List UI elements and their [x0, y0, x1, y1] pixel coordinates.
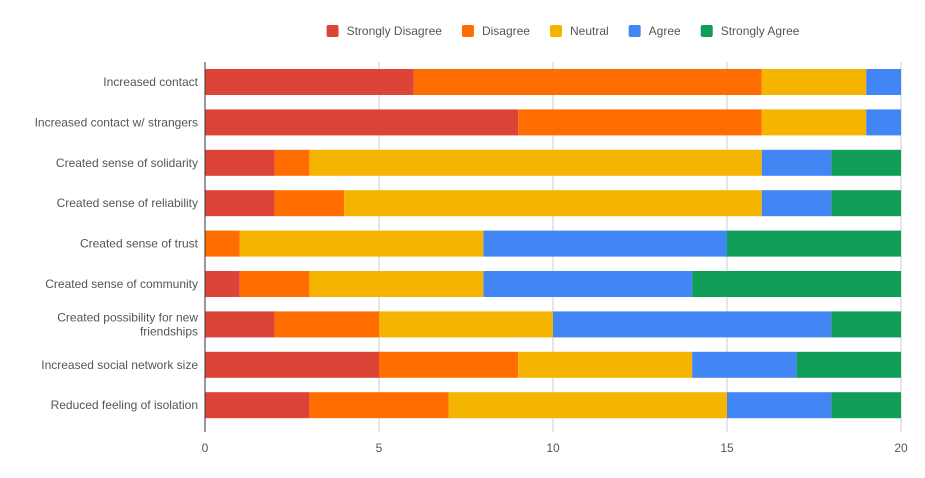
category-label: Created sense of reliability [57, 196, 198, 210]
bar-segment [483, 271, 693, 297]
bar-segment [831, 190, 901, 217]
bar-segment [796, 351, 901, 378]
bar-segment [761, 190, 832, 217]
bar-segment [205, 69, 414, 95]
bar-segment [761, 69, 867, 95]
legend-label: Strongly Agree [721, 24, 800, 38]
bar-segment [205, 392, 310, 419]
bar-segment [413, 69, 762, 95]
bar-segment [344, 190, 762, 217]
x-tick-label: 10 [546, 441, 560, 455]
category-label: Increased contact [103, 75, 198, 89]
x-tick-label: 15 [720, 441, 734, 455]
category-label: Increased contact w/ strangers [35, 115, 198, 129]
x-axis-tick-labels: 0 5 10 15 20 [202, 441, 908, 455]
legend-swatch [549, 25, 562, 37]
bar-segment [831, 149, 901, 176]
legend-item[interactable]: Agree [628, 24, 681, 38]
bar-segment [761, 149, 832, 176]
bar-segment [727, 230, 901, 257]
legend-item[interactable]: Strongly Disagree [326, 24, 443, 38]
legend-swatch [700, 25, 713, 37]
category-label: Created sense of solidarity [56, 156, 198, 170]
bar-segment [692, 271, 901, 297]
x-tick-label: 20 [894, 441, 908, 455]
bar-segment [274, 190, 345, 217]
bar-segment [309, 392, 449, 419]
bar-segment [274, 311, 379, 338]
legend-item[interactable]: Strongly Agree [700, 24, 800, 38]
bar-segment [727, 392, 832, 419]
bar-segment [448, 392, 727, 419]
legend: Strongly Disagree Disagree Neutral Agree Str… [326, 24, 800, 38]
category-labels: Increased contact Increased contact w/ st… [35, 75, 199, 412]
legend-label: Neutral [570, 24, 609, 38]
legend-item[interactable]: Neutral [549, 24, 609, 38]
bar-segment [205, 351, 379, 378]
bar-segment [205, 271, 240, 297]
bar-segment [831, 311, 901, 338]
bar-segment [309, 271, 484, 297]
bar-segment [239, 230, 484, 257]
bar-segment [761, 109, 867, 136]
legend-label: Agree [649, 24, 681, 38]
bar-segment [205, 109, 519, 136]
legend-item[interactable]: Disagree [461, 24, 530, 38]
bar-segment [205, 149, 275, 176]
bar-segment [518, 109, 762, 136]
bar-segment [866, 109, 901, 136]
x-tick-label: 0 [202, 441, 209, 455]
category-label: Reduced feeling of isolation [51, 398, 198, 412]
bar-segment [379, 311, 553, 338]
bar-segment [379, 351, 519, 378]
category-label: Increased social network size [41, 358, 198, 372]
bar-segment [205, 190, 275, 217]
bar-segment [483, 230, 727, 257]
legend-swatch [461, 25, 474, 37]
legend-label: Strongly Disagree [347, 24, 443, 38]
bar-segment [274, 149, 310, 176]
category-label: Created sense of community [45, 277, 198, 291]
category-label: Created sense of trust [80, 237, 199, 251]
legend-swatch [326, 25, 339, 37]
bar-segment [831, 392, 901, 419]
bar-segment [518, 351, 693, 378]
bar-segment [692, 351, 797, 378]
bar-segment [866, 69, 901, 95]
bar-segment [553, 311, 832, 338]
category-label: Created possibility for new friendships [57, 310, 198, 338]
bar-segment [309, 149, 762, 176]
x-tick-label: 5 [376, 441, 383, 455]
bar-segment [205, 230, 240, 257]
legend-label: Disagree [482, 24, 530, 38]
bars [205, 69, 901, 419]
bar-segment [205, 311, 275, 338]
bar-segment [239, 271, 310, 297]
legend-swatch [628, 25, 641, 37]
